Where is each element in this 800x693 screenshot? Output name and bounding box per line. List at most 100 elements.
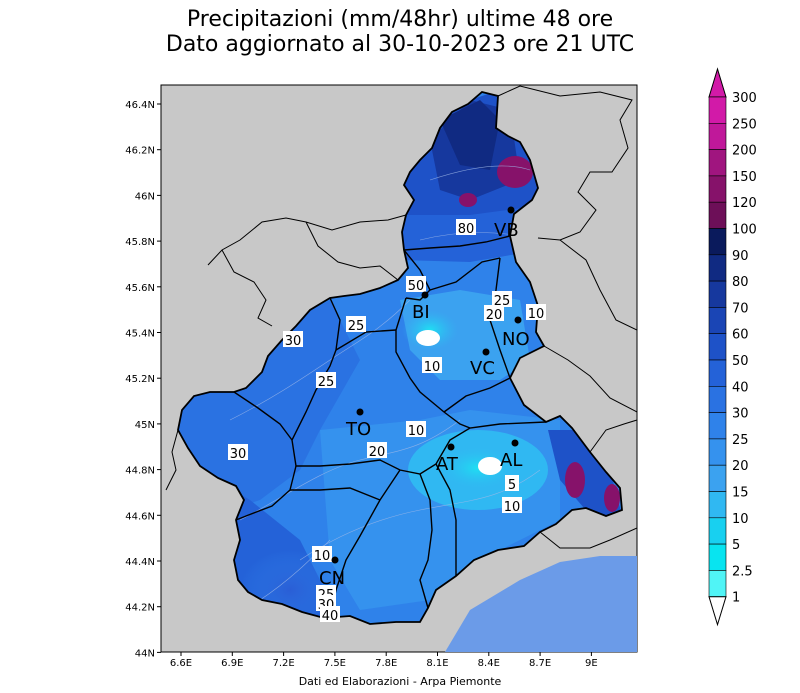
contour-label: 10 xyxy=(314,549,331,564)
colorbar-swatch xyxy=(708,412,727,440)
colorbar-swatch xyxy=(708,543,727,571)
colorbar-swatch xyxy=(708,254,727,282)
colorbar-label: 25 xyxy=(732,433,749,448)
colorbar-label: 50 xyxy=(732,354,749,369)
contour-label: 20 xyxy=(486,308,503,323)
latitude-axis: 46.4N 46.2N 46N 45.8N 45.6N 45.4N 45.2N 45N 44.8… xyxy=(125,100,161,659)
lon-tick-label: 8.1E xyxy=(426,658,448,669)
contour-label: 10 xyxy=(408,424,425,439)
city-dot xyxy=(511,439,519,447)
contour-label: 10 xyxy=(504,500,521,515)
lat-tick-label: 45.8N xyxy=(125,237,155,248)
lon-tick-label: 8.4E xyxy=(478,658,500,669)
city-dot xyxy=(507,206,515,214)
colorbar-label: 1 xyxy=(732,591,740,606)
contour-label: 40 xyxy=(322,609,339,624)
city-dot xyxy=(356,408,364,416)
colorbar-label: 100 xyxy=(732,223,757,238)
colorbar-label: 5 xyxy=(732,538,740,553)
city-label: VC xyxy=(470,358,495,379)
lat-tick-label: 46N xyxy=(135,191,155,202)
lat-tick-label: 45.4N xyxy=(125,329,155,340)
colorbar: 3002502001501201009080706050403025201510… xyxy=(708,67,757,627)
colorbar-label: 30 xyxy=(732,407,749,422)
colorbar-label: 20 xyxy=(732,459,749,474)
city-dot xyxy=(514,316,522,324)
colorbar-swatch xyxy=(708,517,727,545)
lat-tick-label: 45.6N xyxy=(125,283,155,294)
colorbar-label: 200 xyxy=(732,144,757,159)
colorbar-swatch xyxy=(708,307,727,334)
city-dot xyxy=(447,443,455,451)
colorbar-label: 150 xyxy=(732,170,757,185)
lon-tick-label: 7.5E xyxy=(324,658,346,669)
contour-labels: 80 50 25 10 20 30 25 10 10 20 25 5 10 10… xyxy=(228,219,546,624)
colorbar-swatch xyxy=(708,228,727,256)
city-dot xyxy=(421,291,429,299)
contour-label: 5 xyxy=(508,478,516,493)
colorbar-swatch xyxy=(708,333,727,361)
city-dot xyxy=(331,556,339,564)
neighbour-borders xyxy=(165,85,637,549)
lat-tick-label: 45N xyxy=(135,420,155,431)
colorbar-swatch xyxy=(708,359,727,387)
lon-tick-label: 7.2E xyxy=(272,658,294,669)
colorbar-swatch xyxy=(708,491,727,519)
colorbar-label: 90 xyxy=(732,249,749,264)
city-label: BI xyxy=(412,302,430,323)
colorbar-swatch xyxy=(708,280,727,308)
sea-area xyxy=(445,556,637,652)
city-dot xyxy=(482,348,490,356)
city-label: NO xyxy=(502,329,530,350)
city-label: VB xyxy=(494,220,519,241)
colorbar-label: 80 xyxy=(732,275,749,290)
lon-tick-label: 8.7E xyxy=(529,658,551,669)
lat-tick-label: 44.8N xyxy=(125,466,155,477)
contour-label: 10 xyxy=(424,360,441,375)
colorbar-label: 2.5 xyxy=(732,564,753,579)
contour-label: 30 xyxy=(285,334,302,349)
lon-tick-label: 7.8E xyxy=(375,658,397,669)
city-label: TO xyxy=(345,419,371,440)
data-credit: Dati ed Elaborazioni - Arpa Piemonte xyxy=(298,675,502,688)
colorbar-swatch xyxy=(708,385,727,413)
lon-tick-label: 9E xyxy=(585,658,598,669)
lat-tick-label: 45.2N xyxy=(125,374,155,385)
city-label: AT xyxy=(436,454,459,475)
colorbar-label: 120 xyxy=(732,196,757,211)
colorbar-swatch xyxy=(708,96,727,124)
contour-label: 10 xyxy=(528,307,545,322)
colorbar-label: 15 xyxy=(732,486,749,501)
contour-label: 20 xyxy=(369,445,386,460)
map-title-line1: Precipitazioni (mm/48hr) ultime 48 ore xyxy=(186,7,614,32)
colorbar-swatch xyxy=(708,175,727,203)
lat-tick-label: 44.6N xyxy=(125,511,155,522)
region-outline xyxy=(177,91,623,625)
colorbar-swatch xyxy=(708,123,727,150)
colorbar-bottom-arrow xyxy=(708,596,727,627)
map-title-line2: Dato aggiornato al 30-10-2023 ore 21 UTC xyxy=(165,32,635,57)
longitude-axis: 6.6E 6.9E 7.2E 7.5E 7.8E 8.1E 8.4E 8.7E 9E xyxy=(170,652,598,669)
colorbar-top-arrow xyxy=(708,67,727,98)
contour-label: 30 xyxy=(230,447,247,462)
colorbar-label: 250 xyxy=(732,117,757,132)
lat-tick-label: 44.4N xyxy=(125,557,155,568)
colorbar-label: 10 xyxy=(732,512,749,527)
colorbar-swatch xyxy=(708,570,727,598)
lat-tick-label: 46.2N xyxy=(125,146,155,157)
contour-label: 50 xyxy=(408,279,425,294)
city-label: CN xyxy=(319,568,345,589)
colorbar-swatch xyxy=(708,149,727,177)
lat-tick-label: 44N xyxy=(135,648,155,659)
colorbar-swatch xyxy=(708,201,727,229)
city-markers: VB BI NO VC TO AT AL CN xyxy=(319,206,530,589)
lon-tick-label: 6.6E xyxy=(170,658,192,669)
lon-tick-label: 6.9E xyxy=(221,658,243,669)
city-label: AL xyxy=(500,450,522,471)
colorbar-label: 300 xyxy=(732,91,757,106)
colorbar-swatch xyxy=(708,464,727,492)
colorbar-label: 60 xyxy=(732,328,749,343)
colorbar-label: 70 xyxy=(732,301,749,316)
colorbar-label: 40 xyxy=(732,380,749,395)
